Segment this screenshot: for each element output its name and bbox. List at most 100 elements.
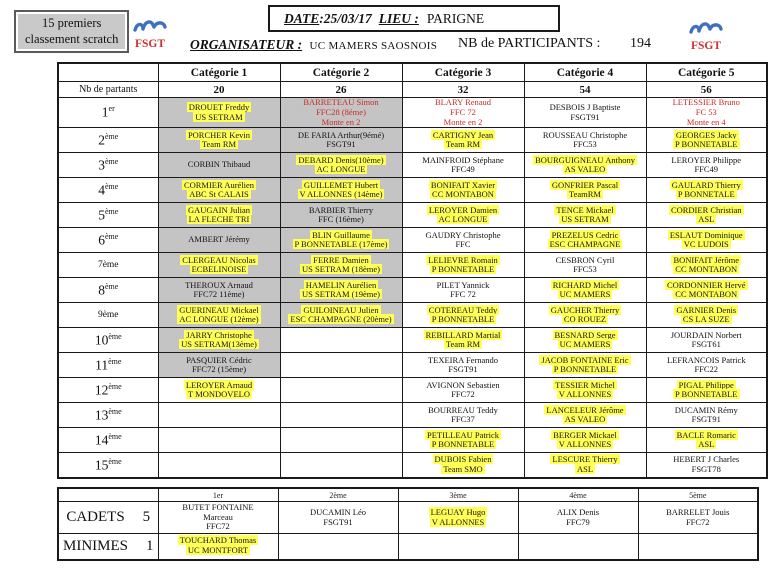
rider-cell: BOURGUIGNEAU Anthony AS VALEO: [523, 152, 647, 179]
rider-club: P BONNETABLE: [429, 439, 497, 450]
rider-cell: CESBRON Cyril FFC53: [523, 252, 647, 279]
rider-cell: [279, 377, 403, 404]
rider-cell: BARRETEAU Simon FFC28 (8éme) Monte en 2: [279, 96, 403, 129]
rider-cell: CORBIN Thibaud: [157, 152, 281, 179]
rider-club: CC MONTABON: [673, 264, 740, 275]
rider-club: CC MONTABON: [673, 289, 740, 300]
rider-club: AC LONGUE (12ème): [177, 314, 261, 325]
rider-club: FFC22: [694, 364, 719, 375]
rider-name: LEROYER Damien: [426, 204, 500, 215]
rider-name: PILET Yannick: [436, 279, 490, 290]
scratch-badge-line2: classement scratch: [25, 32, 119, 47]
rider-cell: [279, 352, 403, 379]
rider-name: GAULARD Thierry: [669, 179, 743, 190]
rider-name: BONIFAIT Jérôme: [671, 254, 742, 265]
rider-cell: ESLAUT Dominique VC LUDOIS: [645, 227, 768, 254]
rider-club: AC LONGUE: [436, 214, 490, 225]
rider-club: CS LA SUZE: [680, 314, 732, 325]
rider-club: V ALLONNES: [429, 516, 487, 527]
rider-cell: LELIEVRE Romain P BONNETABLE: [401, 252, 525, 279]
rider-cell: DUCAMIN Rémy FSGT91: [645, 402, 768, 429]
rider-club: UC MAMERS: [557, 339, 613, 350]
category-header: Catégorie 4: [523, 62, 647, 82]
rank-cell: 12ème: [57, 377, 159, 404]
rider-cell: JACOB FONTAINE Eric P BONNETABLE: [523, 352, 647, 379]
rider-club: ECBELINOISE: [189, 264, 249, 275]
rider-cell: TEXEIRA Fernando FSGT91: [401, 352, 525, 379]
result-row: 11ème PASQUIER Cédric FFC72 (15ème) TEXEIRA…: [57, 352, 768, 379]
group-label-cell: MINIMES 1: [57, 533, 159, 560]
rank-cell: 15ème: [57, 452, 159, 479]
rider-cell: REBILLARD Martial Team RM: [401, 327, 525, 354]
participants-value: 194: [629, 36, 651, 51]
rider-club: FFC 72: [450, 289, 476, 300]
rider-cell: BERGER Mickael V ALLONNES: [523, 427, 647, 454]
rider-name: BONIFAIT Xavier: [428, 179, 498, 190]
participants-label: NB de PARTICIPANTS :: [458, 36, 601, 51]
rider-cell: CLERGEAU Nicolas ECBELINOISE: [157, 252, 281, 279]
rider-club: FSGT91: [570, 111, 600, 122]
rider-cell: PETILLEAU Patrick P BONNETABLE: [401, 427, 525, 454]
rider-name: DESBOIS J Baptiste: [549, 101, 621, 112]
rider-cell: DE FARIA Arthur(9émé) FSGT91: [279, 127, 403, 154]
rider-name: GUILOINEAU Julien: [301, 304, 381, 315]
rider-cell: PILET Yannick FFC 72: [401, 277, 525, 304]
rider-cell: LEGUAY Hugo V ALLONNES: [397, 501, 519, 534]
rider-cell: BESNARD Serge UC MAMERS: [523, 327, 647, 354]
podium-place-header: 4ème: [517, 487, 639, 502]
rider-cell: AMBERT Jérémy: [157, 227, 281, 254]
rank-cell: 7ème: [57, 252, 159, 279]
corner-cell: [57, 62, 159, 82]
youth-podium-table: 1er 2ème 3ème 4ème 5ème CADETS 5 BUTET FONTAINE…: [57, 487, 759, 561]
rider-name: GAUGAIN Julian: [185, 204, 253, 215]
rider-cell: BUTET FONTAINE Marceau FFC72: [157, 501, 279, 534]
rider-name: BACLE Romaric: [674, 429, 738, 440]
rider-name: BARRELET Jouis: [666, 506, 730, 517]
result-row: 1er DROUET Freddy US SETRAM BARRETEAU Simon…: [57, 96, 768, 129]
rider-name: HEBERT J Charles: [673, 454, 740, 465]
category-header: Catégorie 2: [279, 62, 403, 82]
rider-name: LANCELEUR Jérôme: [544, 404, 626, 415]
rider-club: AC LONGUE: [314, 164, 368, 175]
rank-cell: 5ème: [57, 202, 159, 229]
rider-cell: DROUET Freddy US SETRAM: [157, 96, 281, 129]
rider-cell: [279, 427, 403, 454]
rider-club: US SETRAM (18ème): [300, 264, 382, 275]
rider-name: BESNARD Serge: [552, 329, 618, 340]
partants-count: 26: [279, 81, 403, 98]
rider-name: GUERINEAU Mickael: [177, 304, 261, 315]
rider-name: JARRY Christophe: [184, 329, 254, 340]
podium-row: MINIMES 1 TOUCHARD Thomas UC MONTFORT: [57, 533, 759, 560]
rider-club: V ALLONNES: [556, 439, 614, 450]
fsgt-logo-icon: FSGT: [128, 14, 174, 50]
rider-cell: GUERINEAU Mickael AC LONGUE (12ème): [157, 302, 281, 329]
rider-name: BERGER Mickael: [551, 429, 619, 440]
rider-cell: BONIFAIT Xavier CC MONTABON: [401, 177, 525, 204]
rider-cell: LANCELEUR Jérôme AS VALEO: [523, 402, 647, 429]
partants-label: Nb de partants: [57, 81, 159, 98]
rider-club: T MONDOVELO: [186, 389, 252, 400]
group-label: CADETS: [66, 509, 125, 525]
rider-club: FFC72 (15ème): [191, 364, 247, 375]
rider-name: MAINFROID Stéphane: [422, 154, 504, 165]
rider-name: GONFRIER Pascal: [549, 179, 621, 190]
rider-name: CORDIER Christian: [668, 204, 744, 215]
rider-cell: MAINFROID Stéphane FFC49: [401, 152, 525, 179]
rider-club: US SETRAM: [559, 214, 611, 225]
rider-cell: GAUCHER Thierry CO ROUEZ: [523, 302, 647, 329]
rider-cell: AVIGNON Sebastien FFC72: [401, 377, 525, 404]
group-label-cell: CADETS 5: [57, 501, 159, 534]
rider-club: TeamRM: [567, 189, 603, 200]
podium-place-header: 2ème: [277, 487, 399, 502]
result-row: 2ème PORCHER Kevin Team RM DE FARIA Arthur(…: [57, 127, 768, 154]
rider-name: ROUSSEAU Christophe: [542, 129, 628, 140]
category-header: Catégorie 5: [645, 62, 768, 82]
rider-name: PREZELUS Cedric: [549, 229, 621, 240]
rider-name: PETILLEAU Patrick: [425, 429, 501, 440]
rider-name: BLIN Guillaume: [310, 229, 372, 240]
rider-cell: [157, 427, 281, 454]
rider-club: FFC 72: [450, 106, 476, 117]
rider-name: LELIEVRE Romain: [426, 254, 500, 265]
rider-club: P BONNETABLE: [429, 314, 497, 325]
rider-name: PASQUIER Cédric: [186, 354, 252, 365]
